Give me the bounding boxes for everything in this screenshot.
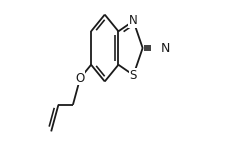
Text: N: N	[129, 14, 138, 27]
Text: S: S	[130, 69, 137, 82]
Text: O: O	[76, 72, 85, 85]
Text: N: N	[161, 41, 170, 55]
